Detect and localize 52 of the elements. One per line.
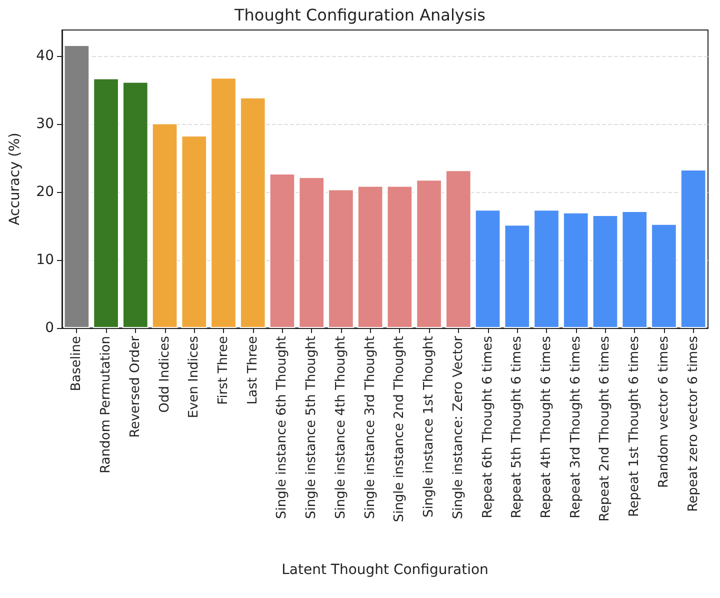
x-tick-label: Random Permutation	[98, 336, 114, 474]
x-tick-label: Odd Indices	[157, 336, 172, 413]
x-tick-label: Single instance: Zero Vector	[450, 335, 466, 520]
bar	[534, 210, 560, 328]
bar	[240, 97, 266, 328]
y-tick-label: 30	[36, 116, 54, 132]
bar	[298, 176, 325, 328]
bar	[622, 210, 648, 328]
x-tick-label: Single instance 4th Thought	[333, 336, 348, 520]
y-tick-label: 0	[45, 320, 54, 336]
bar	[357, 186, 384, 328]
x-tick-label: Single instance 3rd Thought	[362, 336, 378, 520]
bar	[445, 170, 472, 328]
bar	[93, 78, 119, 328]
x-tick-label: Last Three	[245, 336, 260, 404]
y-tick-label: 10	[36, 252, 54, 268]
x-tick-label: Repeat 6th Thought 6 times	[480, 336, 496, 518]
x-tick-label: Even Indices	[186, 336, 202, 418]
x-tick-label: First Three	[216, 336, 231, 405]
bar	[592, 215, 618, 328]
x-tick-label: Repeat 2nd Thought 6 times	[598, 336, 613, 522]
x-tick-label: Single instance 5th Thought	[304, 336, 320, 520]
x-tick-label: Single instance 1st Thought	[422, 336, 437, 518]
bar	[562, 212, 589, 328]
y-tick-label: 20	[36, 184, 54, 200]
x-axis-title: Latent Thought Configuration	[282, 562, 488, 578]
chart-title: Thought Configuration Analysis	[233, 6, 486, 24]
bar	[152, 123, 178, 328]
bar	[328, 189, 354, 328]
x-tick-label: Repeat 4th Thought 6 times	[539, 336, 554, 518]
bar	[504, 224, 530, 328]
y-tick-label: 40	[36, 48, 54, 64]
x-tick-label: Repeat zero vector 6 times	[686, 336, 701, 512]
bar	[269, 174, 296, 328]
bar	[210, 78, 236, 328]
x-tick-label: Single instance 2nd Thought	[392, 336, 408, 522]
bar	[651, 224, 677, 328]
bar	[386, 186, 413, 328]
bar	[680, 169, 706, 328]
y-axis-title: Accuracy (%)	[7, 132, 23, 226]
bar	[122, 82, 148, 328]
bar	[64, 44, 90, 328]
x-tick-label: Random vector 6 times	[656, 336, 672, 488]
bar	[474, 210, 501, 328]
x-tick-label: Baseline	[69, 336, 84, 392]
x-tick-label: Repeat 1st Thought 6 times	[627, 336, 642, 517]
x-tick-label: Repeat 3rd Thought 6 times	[568, 336, 584, 518]
bar	[416, 180, 442, 328]
bar	[181, 135, 208, 328]
x-tick-label: Single instance 6th Thought	[274, 336, 290, 520]
x-tick-label: Repeat 5th Thought 6 times	[510, 336, 525, 518]
x-tick-label: Reversed Order	[128, 335, 143, 438]
